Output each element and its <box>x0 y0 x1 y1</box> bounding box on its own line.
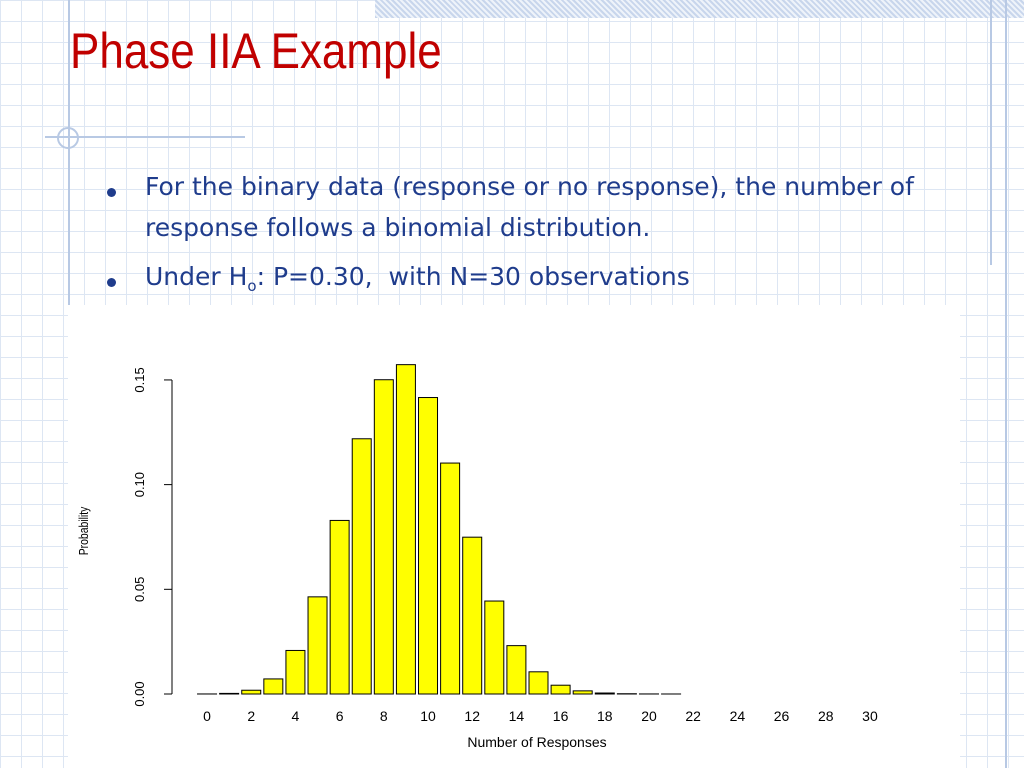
x-tick-label: 22 <box>685 708 701 724</box>
bar <box>395 364 416 695</box>
bar <box>440 462 461 695</box>
y-axis-label: Probability <box>77 507 91 556</box>
x-tick-label: 28 <box>818 708 834 724</box>
y-tick-label: 0.10 <box>132 472 147 497</box>
bar <box>506 645 527 695</box>
bullet-dot <box>107 188 116 197</box>
text: : P=0.30, with N=30 observations <box>256 262 690 291</box>
subscript: o <box>247 277 257 295</box>
x-tick-label: 6 <box>336 708 344 724</box>
y-tick-label: 0.05 <box>132 577 147 602</box>
bullet-text: For the binary data (response or no resp… <box>145 172 922 242</box>
deco-line <box>1005 0 1007 768</box>
bullet-dot <box>107 278 116 287</box>
bar <box>462 536 483 695</box>
y-tick-label: 0.00 <box>132 681 147 706</box>
x-tick-label: 2 <box>247 708 255 724</box>
x-tick-label: 12 <box>464 708 480 724</box>
bar <box>572 690 593 695</box>
text: Under H <box>145 262 248 291</box>
x-tick-label: 16 <box>553 708 569 724</box>
x-tick-label: 8 <box>380 708 388 724</box>
deco-line <box>68 0 70 305</box>
bar <box>418 397 439 695</box>
hatch-bar <box>375 0 1024 18</box>
bullet-text: Under Ho: P=0.30, with N=30 observations <box>145 256 945 307</box>
bar <box>550 684 571 695</box>
x-tick-label: 30 <box>862 708 878 724</box>
bar <box>528 671 549 695</box>
deco-line <box>990 0 992 265</box>
bar <box>263 678 284 695</box>
slide-title: Phase IIA Example <box>70 23 442 79</box>
x-tick-label: 26 <box>774 708 790 724</box>
bar <box>307 596 328 695</box>
bar <box>329 519 350 695</box>
deco-circle <box>57 127 79 149</box>
bar <box>351 438 372 695</box>
x-tick-label: 24 <box>730 708 746 724</box>
x-axis-label: Number of Responses <box>467 734 606 750</box>
bar <box>285 649 306 695</box>
x-tick-label: 0 <box>203 708 211 724</box>
chart: Probability Number of Responses 0.00 0.05… <box>68 305 960 768</box>
x-tick-label: 14 <box>509 708 525 724</box>
x-tick-label: 4 <box>292 708 300 724</box>
bar <box>219 692 240 695</box>
bar <box>241 689 262 695</box>
x-tick-label: 20 <box>641 708 657 724</box>
bar <box>373 379 394 695</box>
bar <box>484 600 505 695</box>
x-tick-label: 10 <box>420 708 436 724</box>
y-tick-label: 0.15 <box>132 367 147 392</box>
deco-line <box>45 136 245 138</box>
x-tick-label: 18 <box>597 708 613 724</box>
bar <box>594 692 615 695</box>
